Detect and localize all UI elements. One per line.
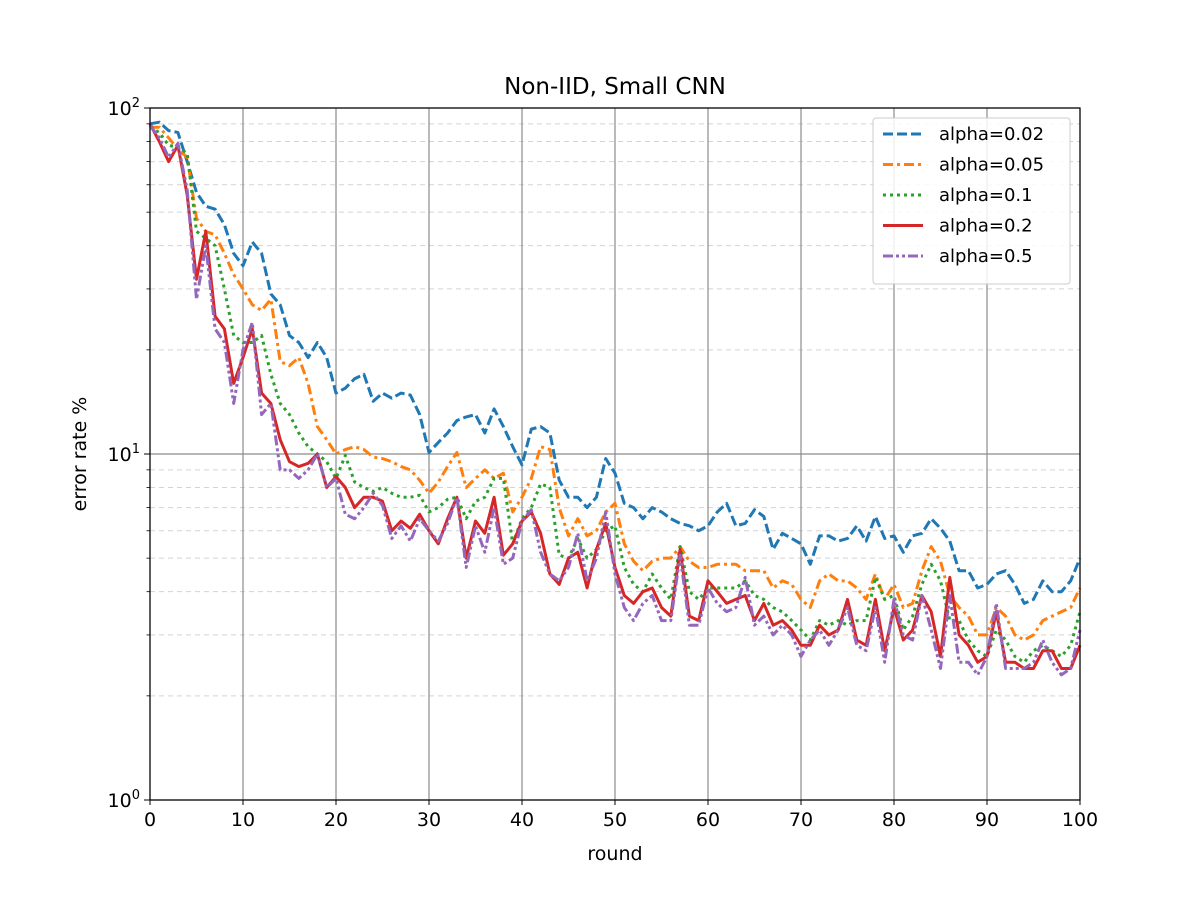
- legend-label-5: alpha=0.5: [939, 246, 1033, 267]
- series-lines: [148, 120, 1082, 677]
- legend-label-2: alpha=0.05: [939, 155, 1044, 176]
- x-tick-label: 100: [1062, 809, 1098, 831]
- x-tick-label: 20: [324, 809, 348, 831]
- x-tick-label: 30: [417, 809, 441, 831]
- legend-label-4: alpha=0.2: [939, 216, 1033, 237]
- series-line-2: [150, 125, 1082, 642]
- x-tick-label: 10: [231, 809, 255, 831]
- y-tick-label-exponent: 2: [132, 96, 140, 111]
- x-tick-label: 50: [603, 809, 627, 831]
- x-tick-label: 40: [510, 809, 534, 831]
- y-tick-label: 102: [108, 96, 140, 120]
- legend-label-3: alpha=0.1: [939, 185, 1033, 206]
- series-line-5: [148, 124, 1082, 677]
- y-tick-label: 101: [108, 442, 140, 466]
- y-tick-label-exponent: 0: [132, 788, 140, 803]
- y-tick-label: 100: [108, 788, 140, 812]
- legend-label-1: alpha=0.02: [939, 124, 1044, 145]
- x-tick-label: 60: [696, 809, 720, 831]
- series-line-1: [149, 120, 1082, 605]
- x-axis-label: round: [587, 843, 642, 865]
- x-tick-label: 80: [882, 809, 906, 831]
- chart-title: Non-IID, Small CNN: [504, 74, 726, 100]
- legend-box: [872, 117, 1071, 285]
- y-tick-label-exponent: 1: [132, 442, 140, 457]
- x-tick-label: 0: [144, 809, 156, 831]
- y-axis-label: error rate %: [69, 397, 91, 512]
- y-tick-label-base: 10: [108, 444, 132, 466]
- x-tick-label: 90: [975, 809, 999, 831]
- y-tick-label-base: 10: [108, 98, 132, 120]
- x-tick-label: 70: [789, 809, 813, 831]
- y-tick-label-base: 10: [108, 790, 132, 812]
- legend: alpha=0.02 alpha=0.05 alpha=0.1 alpha=0.2 al…: [872, 117, 1071, 285]
